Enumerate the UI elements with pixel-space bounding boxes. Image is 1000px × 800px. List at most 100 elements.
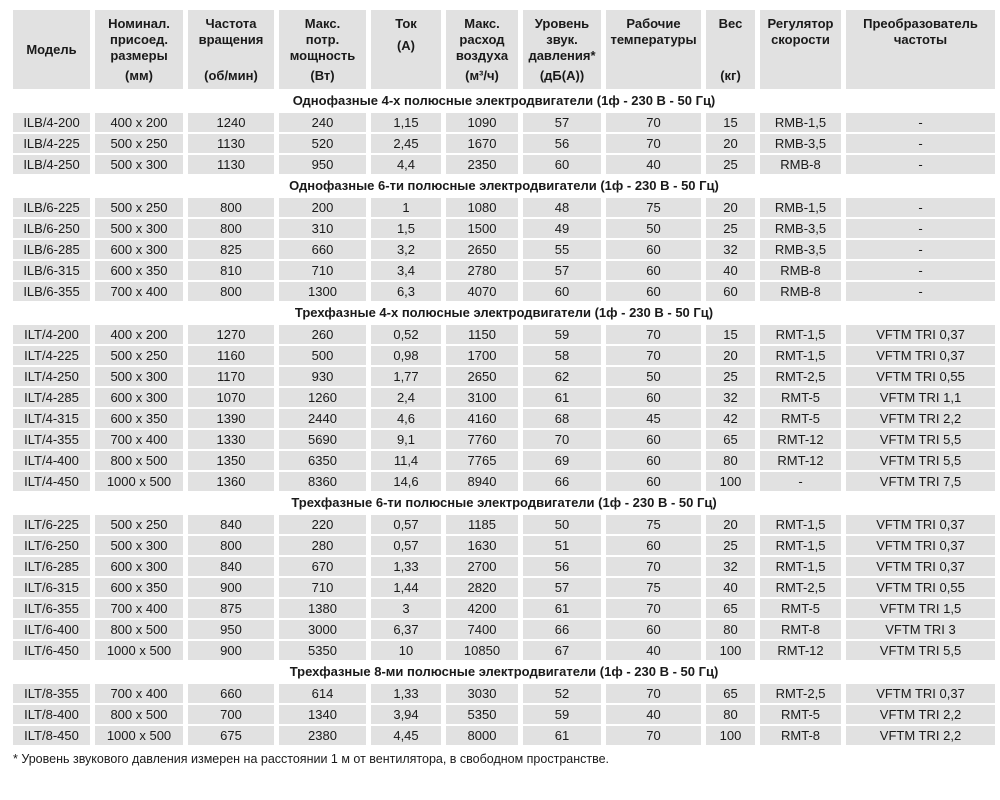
cell-power: 5350	[279, 641, 366, 660]
cell-rpm: 1270	[188, 325, 274, 344]
column-header-label: Уровень звук. давления*	[528, 16, 596, 63]
cell-airflow: 1185	[446, 515, 518, 534]
cell-rpm: 700	[188, 705, 274, 724]
cell-converter: VFTM TRI 2,2	[846, 409, 995, 428]
footnote: * Уровень звукового давления измерен на …	[13, 752, 610, 766]
cell-temperature: 45	[606, 409, 701, 428]
cell-weight: 20	[706, 198, 755, 217]
cell-current: 1,44	[371, 578, 441, 597]
cell-converter: VFTM TRI 5,5	[846, 430, 995, 449]
cell-temperature: 70	[606, 346, 701, 365]
cell-current: 3,4	[371, 261, 441, 280]
cell-temperature: 60	[606, 620, 701, 639]
cell-model: ILB/4-250	[13, 155, 90, 174]
cell-rpm: 840	[188, 515, 274, 534]
column-header-unit: (Вт)	[310, 68, 335, 83]
cell-converter: VFTM TRI 5,5	[846, 641, 995, 660]
cell-weight: 100	[706, 726, 755, 745]
cell-current: 9,1	[371, 430, 441, 449]
cell-current: 0,57	[371, 536, 441, 555]
cell-regulator: -	[760, 472, 841, 491]
cell-power: 950	[279, 155, 366, 174]
cell-power: 2440	[279, 409, 366, 428]
cell-dimensions: 600 x 350	[95, 578, 183, 597]
cell-rpm: 1070	[188, 388, 274, 407]
cell-weight: 25	[706, 219, 755, 238]
cell-converter: -	[846, 134, 995, 153]
cell-weight: 60	[706, 282, 755, 301]
cell-rpm: 825	[188, 240, 274, 259]
cell-regulator: RMT-12	[760, 451, 841, 470]
cell-temperature: 60	[606, 261, 701, 280]
cell-converter: VFTM TRI 0,37	[846, 346, 995, 365]
cell-current: 1	[371, 198, 441, 217]
cell-model: ILT/6-355	[13, 599, 90, 618]
cell-power: 260	[279, 325, 366, 344]
cell-dimensions: 600 x 300	[95, 240, 183, 259]
cell-rpm: 1330	[188, 430, 274, 449]
cell-model: ILT/8-450	[13, 726, 90, 745]
cell-sound-level: 59	[523, 705, 601, 724]
column-header-regulator: Регулятор скорости	[760, 10, 841, 89]
cell-converter: VFTM TRI 3	[846, 620, 995, 639]
cell-regulator: RMB-8	[760, 261, 841, 280]
cell-airflow: 3100	[446, 388, 518, 407]
cell-dimensions: 600 x 300	[95, 557, 183, 576]
column-header-dimensions: Номинал. присоед. размеры (мм)	[95, 10, 183, 89]
cell-current: 0,98	[371, 346, 441, 365]
cell-power: 614	[279, 684, 366, 703]
cell-current: 0,57	[371, 515, 441, 534]
cell-model: ILT/8-355	[13, 684, 90, 703]
cell-model: ILB/6-285	[13, 240, 90, 259]
cell-dimensions: 500 x 250	[95, 515, 183, 534]
cell-rpm: 950	[188, 620, 274, 639]
cell-temperature: 40	[606, 641, 701, 660]
cell-rpm: 1350	[188, 451, 274, 470]
cell-model: ILB/6-250	[13, 219, 90, 238]
cell-power: 2380	[279, 726, 366, 745]
cell-sound-level: 56	[523, 134, 601, 153]
cell-airflow: 1630	[446, 536, 518, 555]
cell-model: ILT/6-285	[13, 557, 90, 576]
cell-sound-level: 55	[523, 240, 601, 259]
cell-current: 1,15	[371, 113, 441, 132]
cell-weight: 15	[706, 113, 755, 132]
cell-power: 520	[279, 134, 366, 153]
cell-dimensions: 600 x 350	[95, 409, 183, 428]
column-header-model: Модель	[13, 10, 90, 89]
cell-power: 500	[279, 346, 366, 365]
cell-sound-level: 62	[523, 367, 601, 386]
cell-rpm: 900	[188, 641, 274, 660]
cell-weight: 100	[706, 641, 755, 660]
cell-regulator: RMB-1,5	[760, 198, 841, 217]
cell-sound-level: 58	[523, 346, 601, 365]
cell-airflow: 2650	[446, 240, 518, 259]
column-header-temperature: Рабочие температуры	[606, 10, 701, 89]
cell-temperature: 60	[606, 240, 701, 259]
cell-temperature: 75	[606, 578, 701, 597]
cell-power: 6350	[279, 451, 366, 470]
cell-dimensions: 700 x 400	[95, 430, 183, 449]
cell-power: 3000	[279, 620, 366, 639]
cell-dimensions: 500 x 250	[95, 346, 183, 365]
cell-model: ILB/6-315	[13, 261, 90, 280]
cell-airflow: 4070	[446, 282, 518, 301]
cell-regulator: RMT-1,5	[760, 557, 841, 576]
cell-model: ILT/4-400	[13, 451, 90, 470]
cell-sound-level: 48	[523, 198, 601, 217]
cell-weight: 32	[706, 388, 755, 407]
cell-regulator: RMB-8	[760, 155, 841, 174]
cell-sound-level: 56	[523, 557, 601, 576]
cell-dimensions: 1000 x 500	[95, 472, 183, 491]
cell-power: 660	[279, 240, 366, 259]
cell-weight: 80	[706, 451, 755, 470]
cell-model: ILT/8-400	[13, 705, 90, 724]
cell-sound-level: 57	[523, 113, 601, 132]
cell-converter: VFTM TRI 0,55	[846, 578, 995, 597]
cell-sound-level: 57	[523, 261, 601, 280]
cell-dimensions: 700 x 400	[95, 599, 183, 618]
cell-temperature: 70	[606, 599, 701, 618]
cell-dimensions: 800 x 500	[95, 620, 183, 639]
cell-temperature: 70	[606, 726, 701, 745]
cell-weight: 25	[706, 367, 755, 386]
